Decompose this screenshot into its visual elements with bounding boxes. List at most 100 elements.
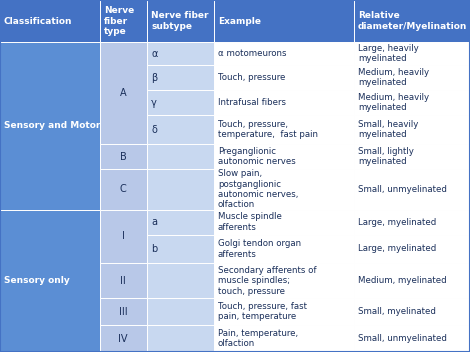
Bar: [147, 169, 214, 209]
Text: A: A: [120, 88, 126, 98]
Text: Sensory and Motor: Sensory and Motor: [4, 121, 101, 130]
Text: b: b: [151, 244, 157, 254]
Text: IV: IV: [118, 334, 128, 344]
Bar: [354, 234, 469, 263]
Bar: [469, 169, 470, 209]
Bar: [214, 298, 354, 325]
Text: Touch, pressure, fast
pain, temperature: Touch, pressure, fast pain, temperature: [218, 302, 307, 321]
Bar: [354, 169, 469, 209]
Bar: [354, 42, 469, 65]
Text: Example: Example: [218, 17, 261, 25]
Bar: [354, 298, 469, 325]
Bar: [147, 115, 214, 144]
Bar: [469, 325, 470, 352]
Text: Golgi tendon organ
afferents: Golgi tendon organ afferents: [218, 239, 301, 259]
Bar: [354, 209, 469, 234]
Bar: [147, 325, 214, 352]
Bar: [214, 144, 354, 169]
Text: Small, unmyelinated: Small, unmyelinated: [358, 185, 447, 194]
Text: Preganglionic
autonomic nerves: Preganglionic autonomic nerves: [218, 147, 296, 166]
Text: Large, heavily
myelinated: Large, heavily myelinated: [358, 44, 419, 63]
Bar: [100, 209, 147, 263]
Text: Medium, heavily
myelinated: Medium, heavily myelinated: [358, 93, 429, 112]
Text: Slow pain,
postganglionic
autonomic nerves,
olfaction: Slow pain, postganglionic autonomic nerv…: [218, 169, 298, 209]
Bar: [147, 65, 214, 90]
Bar: [214, 90, 354, 115]
Bar: [469, 42, 470, 65]
Text: Medium, heavily
myelinated: Medium, heavily myelinated: [358, 68, 429, 87]
Bar: [354, 90, 469, 115]
Bar: [469, 263, 470, 298]
Bar: [469, 144, 470, 169]
Text: α motomeurons: α motomeurons: [218, 49, 287, 58]
Bar: [469, 90, 470, 115]
Bar: [147, 0, 214, 42]
Text: δ: δ: [151, 125, 157, 134]
Text: Intrafusal fibers: Intrafusal fibers: [218, 98, 286, 107]
Text: Large, myelinated: Large, myelinated: [358, 245, 436, 253]
Bar: [214, 234, 354, 263]
Bar: [0, 209, 100, 352]
Bar: [354, 263, 469, 298]
Bar: [214, 263, 354, 298]
Text: II: II: [120, 276, 126, 286]
Bar: [100, 169, 147, 209]
Bar: [100, 325, 147, 352]
Bar: [354, 65, 469, 90]
Bar: [214, 115, 354, 144]
Bar: [147, 42, 214, 65]
Bar: [0, 0, 100, 42]
Bar: [354, 0, 469, 42]
Bar: [147, 263, 214, 298]
Text: α: α: [151, 49, 157, 58]
Bar: [147, 298, 214, 325]
Bar: [214, 0, 354, 42]
Text: γ: γ: [151, 98, 157, 108]
Text: Large, myelinated: Large, myelinated: [358, 218, 436, 227]
Text: Touch, pressure,
temperature,  fast pain: Touch, pressure, temperature, fast pain: [218, 120, 318, 139]
Text: III: III: [119, 307, 127, 316]
Bar: [100, 42, 147, 144]
Text: B: B: [120, 152, 126, 162]
Text: Touch, pressure: Touch, pressure: [218, 73, 285, 82]
Bar: [100, 0, 147, 42]
Bar: [469, 0, 470, 42]
Bar: [147, 144, 214, 169]
Bar: [214, 169, 354, 209]
Bar: [0, 42, 100, 209]
Bar: [354, 325, 469, 352]
Text: Classification: Classification: [4, 17, 72, 25]
Text: Nerve fiber
subtype: Nerve fiber subtype: [151, 11, 209, 31]
Bar: [100, 298, 147, 325]
Text: a: a: [151, 217, 157, 227]
Bar: [469, 115, 470, 144]
Bar: [469, 65, 470, 90]
Text: I: I: [122, 232, 125, 241]
Text: Nerve
fiber
type: Nerve fiber type: [104, 6, 134, 36]
Bar: [214, 325, 354, 352]
Bar: [469, 298, 470, 325]
Bar: [214, 65, 354, 90]
Bar: [469, 209, 470, 234]
Text: Medium, myelinated: Medium, myelinated: [358, 276, 446, 285]
Text: Small, lightly
myelinated: Small, lightly myelinated: [358, 147, 414, 166]
Bar: [100, 144, 147, 169]
Text: Pain, temperature,
olfaction: Pain, temperature, olfaction: [218, 329, 298, 348]
Bar: [214, 209, 354, 234]
Text: Sensory only: Sensory only: [4, 276, 70, 285]
Text: Small, unmyelinated: Small, unmyelinated: [358, 334, 447, 343]
Bar: [214, 42, 354, 65]
Bar: [147, 209, 214, 234]
Text: Muscle spindle
afferents: Muscle spindle afferents: [218, 212, 282, 232]
Bar: [100, 263, 147, 298]
Bar: [354, 115, 469, 144]
Text: Small, myelinated: Small, myelinated: [358, 307, 436, 316]
Bar: [354, 144, 469, 169]
Bar: [147, 234, 214, 263]
Text: Secondary afferents of
muscle spindles;
touch, pressure: Secondary afferents of muscle spindles; …: [218, 266, 316, 296]
Text: Small, heavily
myelinated: Small, heavily myelinated: [358, 120, 418, 139]
Bar: [469, 234, 470, 263]
Text: C: C: [120, 184, 126, 194]
Text: Relative
diameter/Myelination: Relative diameter/Myelination: [358, 11, 467, 31]
Bar: [147, 90, 214, 115]
